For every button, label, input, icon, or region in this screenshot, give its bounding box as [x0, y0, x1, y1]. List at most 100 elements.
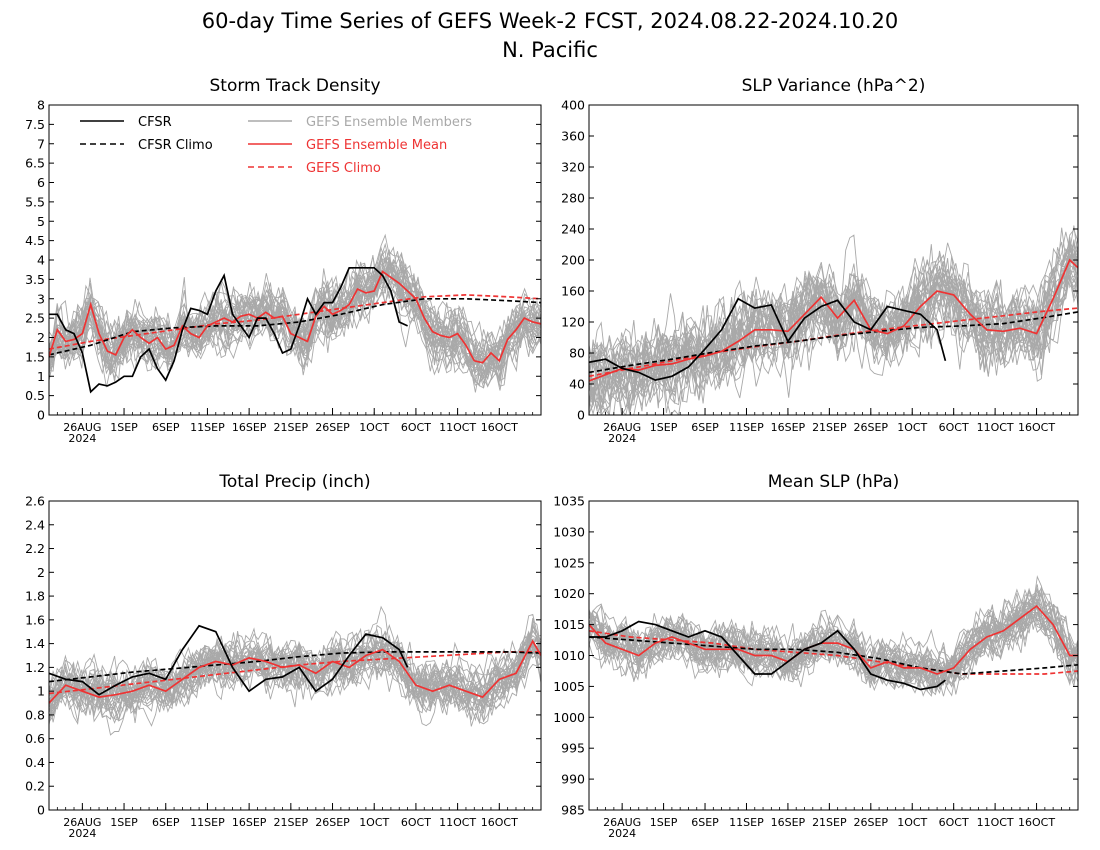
- slp-variance-title: SLP Variance (hPa^2): [742, 76, 926, 96]
- storm-track-density-cfsr-line: [49, 266, 408, 394]
- total-precip-y-tick-label: 2.6: [25, 494, 45, 509]
- mean-slp-y-tick-label: 995: [561, 741, 585, 756]
- slp-variance-x-tick-label: 1OCT: [897, 421, 927, 434]
- slp-variance-x-tick-label: 2024: [608, 432, 636, 445]
- storm-track-density-y-tick-label: 2: [37, 330, 45, 345]
- total-precip-cfsr-climo-line: [49, 651, 541, 683]
- storm-track-density-y-tick-label: 8: [37, 98, 45, 113]
- mean-slp-x-tick-label: 16OCT: [1018, 816, 1055, 829]
- total-precip-y-tick-label: 0.4: [25, 755, 45, 770]
- slp-variance-y-tick-label: 0: [577, 408, 585, 423]
- slp-variance-x-tick-label: 16SEP: [771, 421, 806, 434]
- mean-slp-gefs-climo-line: [589, 629, 1078, 675]
- total-precip-x-tick-label: 16OCT: [481, 816, 518, 829]
- storm-track-density-y-tick-label: 2.5: [25, 311, 45, 326]
- total-precip-ensemble-member: [49, 632, 541, 736]
- slp-variance-ensemble-member: [589, 231, 1078, 415]
- legend-gefs-members-label: GEFS Ensemble Members: [306, 115, 472, 130]
- legend-cfsr-climo-label: CFSR Climo: [138, 138, 213, 153]
- storm-track-density-frame: [48, 104, 542, 416]
- total-precip-y-tick-label: 1.2: [25, 660, 45, 675]
- mean-slp-x-tick-label: 21SEP: [812, 816, 847, 829]
- legend-gefs-mean-label: GEFS Ensemble Mean: [306, 138, 447, 153]
- storm-track-density-y-tick-label: 5.5: [25, 194, 45, 209]
- slp-variance-ensemble-member: [589, 262, 1078, 410]
- mean-slp-plot-area: [589, 575, 1078, 697]
- mean-slp-y-tick-label: 1035: [553, 494, 585, 509]
- mean-slp-x-tick-label: 1SEP: [650, 816, 678, 829]
- total-precip-ensemble-member: [49, 605, 541, 714]
- slp-variance-cfsr-climo-line: [589, 311, 1078, 374]
- total-precip-frame: [48, 500, 542, 811]
- storm-track-density-x-tick-label: 26AUG: [63, 421, 101, 434]
- legend-cfsr-label: CFSR: [138, 115, 172, 130]
- total-precip-y-tick-label: 0.6: [25, 731, 45, 746]
- mean-slp-y-tick-label: 1005: [553, 679, 585, 694]
- slp-variance-y-tick-label: 360: [561, 129, 585, 144]
- storm-track-density-y-tick-label: 0.5: [25, 388, 45, 403]
- slp-variance-y-tick-label: 280: [561, 191, 585, 206]
- storm-track-density-y-tick-label: 4.5: [25, 233, 45, 248]
- mean-slp-x-tick-label: 6OCT: [939, 816, 969, 829]
- storm-track-density-y-tick-label: 3.5: [25, 272, 45, 287]
- slp-variance-y-tick-label: 240: [561, 222, 585, 237]
- mean-slp-y-tick-label: 1025: [553, 555, 585, 570]
- total-precip-x-tick-label: 16SEP: [232, 816, 267, 829]
- storm-track-density-y-tick-label: 5: [37, 214, 45, 229]
- storm-track-density-x-tick-label: 26SEP: [315, 421, 350, 434]
- slp-variance-ensemble-member: [589, 263, 1078, 400]
- storm-track-density-x-tick-label: 16OCT: [481, 421, 518, 434]
- total-precip-x-tick-label: 1OCT: [359, 816, 389, 829]
- slp-variance-x-tick-label: 16OCT: [1018, 421, 1055, 434]
- slp-variance-y-tick-label: 80: [569, 346, 585, 361]
- storm-track-density-y-tick-label: 7: [37, 136, 45, 151]
- storm-track-density-x-tick-label: 16SEP: [232, 421, 267, 434]
- slp-variance-y-tick-label: 160: [561, 284, 585, 299]
- storm-track-density-gefs-climo-line: [49, 294, 541, 350]
- slp-variance-y-tick-label: 40: [569, 377, 585, 392]
- mean-slp-x-tick-label: 16SEP: [771, 816, 806, 829]
- storm-track-density-x-tick-label: 6OCT: [401, 421, 431, 434]
- figure-subtitle: N. Pacific: [502, 38, 598, 62]
- slp-variance-y-tick-label: 120: [561, 315, 585, 330]
- slp-variance-x-tick-label: 6OCT: [939, 421, 969, 434]
- mean-slp-cfsr-climo-line: [589, 636, 1078, 675]
- storm-track-density-y-tick-label: 6.5: [25, 156, 45, 171]
- slp-variance-y-tick-label: 400: [561, 98, 585, 113]
- slp-variance-x-tick-label: 26AUG: [603, 421, 641, 434]
- total-precip-ensemble-member: [49, 620, 541, 722]
- mean-slp-x-tick-label: 6SEP: [691, 816, 719, 829]
- total-precip-x-tick-label: 26SEP: [315, 816, 350, 829]
- mean-slp-gefs-ensemble-mean-line: [589, 604, 1078, 675]
- slp-variance-x-tick-label: 26SEP: [854, 421, 889, 434]
- total-precip-plot-area: [49, 605, 541, 736]
- total-precip-title: Total Precip (inch): [218, 472, 370, 492]
- total-precip-y-tick-label: 2.4: [25, 517, 45, 532]
- slp-variance-x-tick-label: 6SEP: [691, 421, 719, 434]
- total-precip-panel: Total Precip (inch) 0 0.2 0.4 0.6 0.8 1 1.2 1.4 1…: [25, 472, 542, 840]
- storm-track-density-panel: Storm Track Density 0 0.5 1 1.5 2 2.5 3 3.5 4 4.5 5…: [25, 76, 542, 445]
- total-precip-x-tick-label: 26AUG: [63, 816, 101, 829]
- storm-track-density-ensemble-member: [49, 255, 541, 388]
- storm-track-density-x-tick-label: 6SEP: [152, 421, 180, 434]
- total-precip-x-tick-label: 1SEP: [110, 816, 138, 829]
- slp-variance-y-tick-label: 320: [561, 160, 585, 175]
- mean-slp-y-tick-label: 1010: [553, 648, 585, 663]
- slp-variance-cfsr-line: [589, 297, 947, 381]
- storm-track-density-y-tick-label: 6: [37, 175, 45, 190]
- total-precip-y-tick-label: 0.2: [25, 779, 45, 794]
- storm-track-density-ensemble-member: [49, 251, 541, 372]
- mean-slp-x-tick-label: 26SEP: [854, 816, 889, 829]
- mean-slp-title: Mean SLP (hPa): [768, 472, 900, 492]
- mean-slp-y-tick-label: 1030: [553, 524, 585, 539]
- legend: CFSR CFSR Climo GEFS Ensemble Members GE…: [80, 115, 472, 176]
- storm-track-density-x-tick-label: 11OCT: [439, 421, 476, 434]
- storm-track-density-x-tick-label: 1OCT: [359, 421, 389, 434]
- mean-slp-panel: Mean SLP (hPa) 985 990 995 1000 1005 1010 1015 1…: [553, 472, 1079, 840]
- storm-track-density-title: Storm Track Density: [209, 76, 380, 96]
- total-precip-x-tick-label: 11SEP: [190, 816, 225, 829]
- mean-slp-y-tick-label: 990: [561, 772, 585, 787]
- slp-variance-ensemble-member: [589, 262, 1078, 398]
- slp-variance-panel: SLP Variance (hPa^2) 0 40 80 120 160 200 240 280…: [561, 76, 1079, 445]
